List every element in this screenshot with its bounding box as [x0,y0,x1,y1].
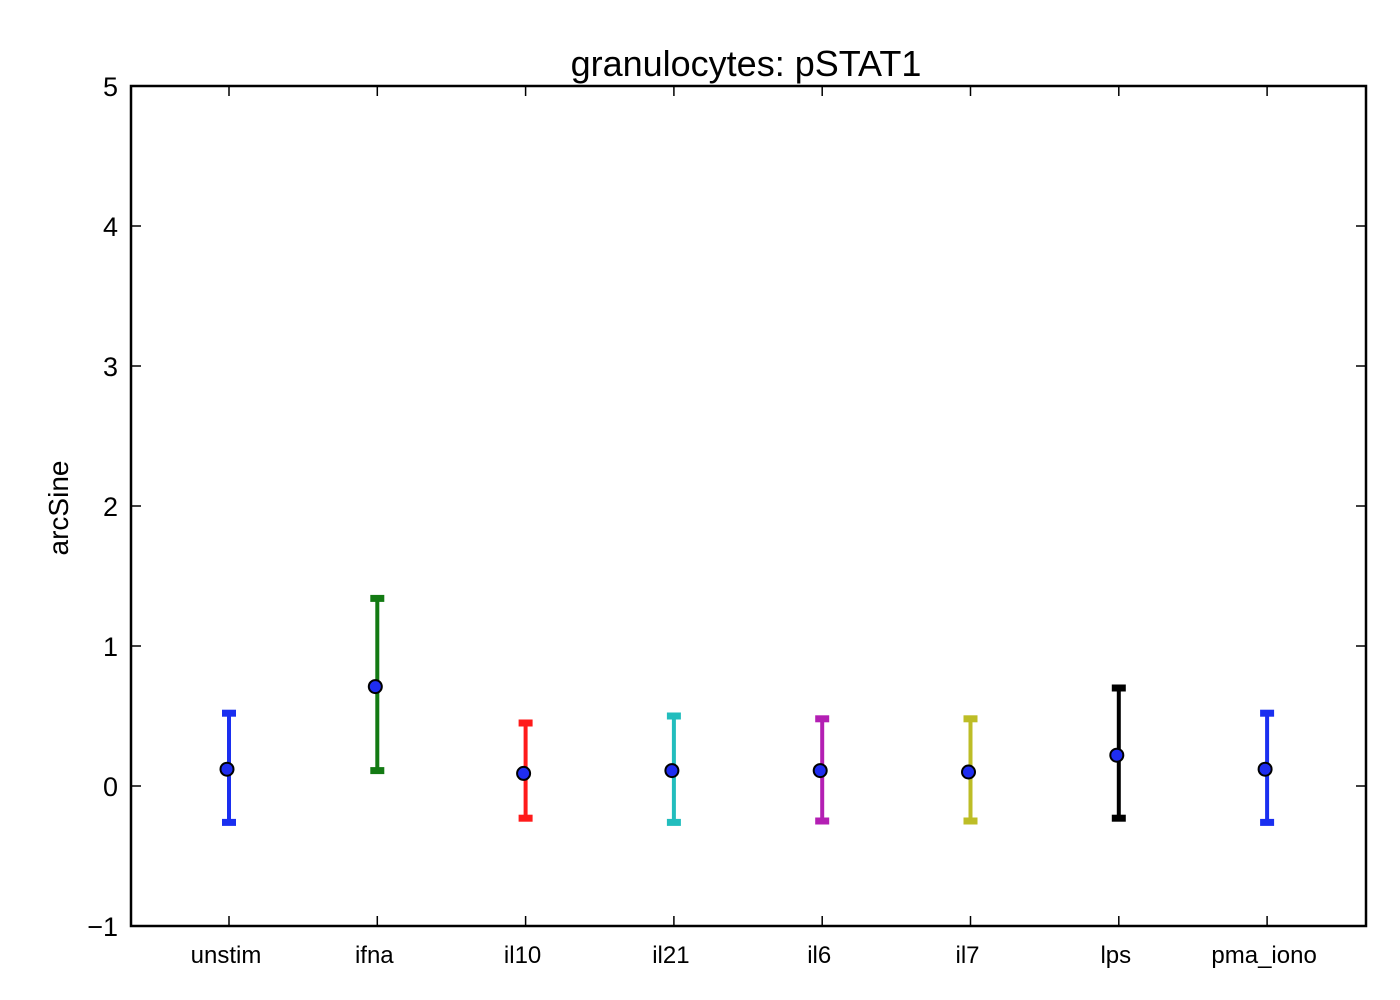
errorbar-il10 [516,719,533,822]
errorbar-lps [1109,684,1126,822]
errorbar-il6 [812,715,830,825]
errorbar-unstim [219,709,236,826]
y-tick-label: −1 [87,912,118,942]
plot-area-frame [129,84,1368,928]
y-tick-label: 0 [103,772,118,802]
x-tick-label: pma_iono [1211,942,1316,969]
errorbar-pma_iono [1257,709,1275,826]
y-tick-label: 5 [103,72,118,102]
x-tick-label: il21 [652,942,689,969]
mean-marker [367,679,383,695]
mean-marker [219,761,235,777]
x-tick-label: ifna [355,942,394,969]
mean-marker [516,765,532,781]
y-tick-labels: −1 0 1 2 3 4 5 [87,72,118,942]
chart-title: granulocytes: pSTAT1 [571,43,922,84]
mean-marker [1109,747,1125,763]
y-tick-label: 3 [103,352,118,382]
mean-marker [812,763,828,779]
errorbar-il21 [664,712,681,826]
mean-marker [1257,761,1273,777]
errorbar-il7 [961,715,978,825]
x-tick-label: il7 [955,942,979,969]
mean-marker [961,764,976,780]
x-tick-label: unstim [191,942,262,969]
y-tick-label: 4 [103,212,118,242]
errorbar-series [219,594,1275,826]
y-tick-label: 2 [103,492,118,522]
x-tick-label: il10 [504,942,541,969]
y-axis-label: arcSine [43,461,74,556]
y-tick-label: 1 [103,632,118,662]
x-tick-label: lps [1100,942,1131,969]
x-tick-label: il6 [807,942,831,969]
mean-marker [664,763,680,779]
x-tick-labels: unstim ifna il10 il21 il6 il7 lps pma_iono [191,942,1317,969]
errorbar-ifna [367,594,385,775]
axis-ticks [131,85,1366,927]
